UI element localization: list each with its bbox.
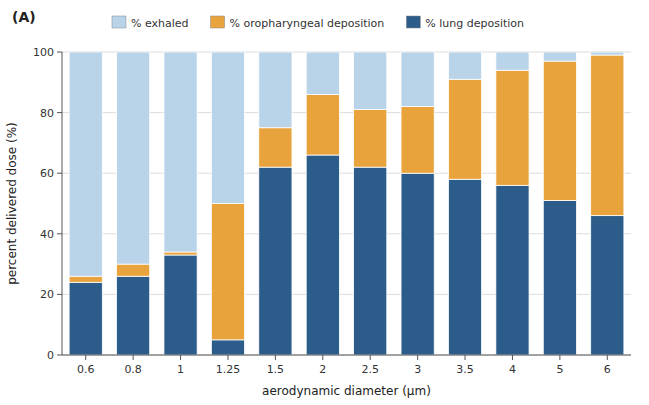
y-axis-label: percent delivered dose (%) (5, 122, 19, 285)
y-tick-label: 100 (33, 46, 54, 59)
x-axis-line (62, 355, 631, 356)
legend-label: % oropharyngeal deposition (230, 17, 385, 30)
x-tick-label: 4 (509, 363, 516, 376)
y-tick-label: 20 (40, 288, 54, 301)
bars (69, 52, 624, 355)
x-tick (607, 355, 608, 360)
bar-segment (448, 179, 481, 355)
bar-segment (306, 94, 339, 155)
bar-segment (69, 276, 102, 282)
bar-segment (117, 52, 150, 264)
x-axis-label: aerodynamic diameter (μm) (262, 384, 431, 398)
bar-segment (496, 185, 529, 355)
bar-segment (164, 52, 197, 252)
bar-segment (591, 52, 624, 55)
x-tick (85, 355, 86, 360)
y-tick-label: 60 (40, 167, 54, 180)
bar-segment (306, 155, 339, 355)
y-tick (57, 112, 62, 113)
grid-line (62, 355, 631, 356)
bar-segment (401, 52, 434, 107)
bar-segment (354, 52, 387, 110)
bar-segment (591, 55, 624, 216)
legend-label: % lung deposition (425, 17, 524, 30)
y-axis: 0 20 40 60 80 100 (33, 46, 631, 362)
bar-segment (401, 173, 434, 355)
bar-segment (259, 167, 292, 355)
x-tick (322, 355, 323, 360)
y-tick-label: 40 (40, 228, 54, 241)
bar-segment (591, 216, 624, 355)
x-tick (133, 355, 134, 360)
y-tick (57, 294, 62, 295)
bar-segment (69, 282, 102, 355)
y-tick (57, 173, 62, 174)
x-tick-label: 5 (556, 363, 563, 376)
x-tick-label: 6 (604, 363, 611, 376)
x-tick-label: 1.25 (216, 363, 241, 376)
bar-segment (496, 52, 529, 70)
bar-segment (117, 276, 150, 355)
x-tick-label: 2 (319, 363, 326, 376)
bar-segment (69, 52, 102, 276)
x-tick-label: 1.5 (267, 363, 285, 376)
x-tick-label: 3.5 (456, 363, 474, 376)
x-tick (370, 355, 371, 360)
bar-segment (211, 204, 244, 340)
x-tick-label: 1 (177, 363, 184, 376)
x-tick-label: 2.5 (361, 363, 379, 376)
y-tick (57, 233, 62, 234)
bar-segment (164, 252, 197, 255)
x-axis: 0.6 0.8 1 1.25 1.5 2 2.5 3 3.5 4 5 6 (77, 355, 611, 376)
x-tick (275, 355, 276, 360)
y-tick (57, 355, 62, 356)
legend-swatch (211, 16, 225, 28)
x-tick-label: 0.8 (124, 363, 142, 376)
legend-label: % exhaled (131, 17, 189, 30)
x-tick (180, 355, 181, 360)
y-tick-label: 80 (40, 107, 54, 120)
bar-segment (259, 128, 292, 167)
bar-segment (306, 52, 339, 94)
title: (A) (12, 9, 36, 25)
x-tick (512, 355, 513, 360)
chart-container: 0 20 40 60 80 100 0.6 0.8 1 1.25 1.5 2 2.5 3 3.5 4 5 6 aer… (0, 0, 649, 405)
x-tick (227, 355, 228, 360)
x-tick (559, 355, 560, 360)
bar-segment (448, 52, 481, 79)
bar-segment (543, 61, 576, 200)
bar-segment (259, 52, 292, 128)
bar-segment (354, 167, 387, 355)
bar-segment (354, 110, 387, 168)
bar-segment (448, 79, 481, 179)
bar-segment (543, 52, 576, 61)
bar-segment (401, 107, 434, 174)
x-tick (465, 355, 466, 360)
bar-segment (211, 52, 244, 204)
bar-segment (211, 340, 244, 355)
legend-swatch (112, 16, 126, 28)
x-tick-label: 0.6 (77, 363, 95, 376)
y-axis-line (62, 52, 63, 355)
x-tick (417, 355, 418, 360)
bar-segment (117, 264, 150, 276)
legend-swatch (406, 16, 420, 28)
chart: 0 20 40 60 80 100 0.6 0.8 1 1.25 1.5 2 2.5 3 3.5 4 5 6 aer… (0, 0, 649, 405)
y-tick (57, 52, 62, 53)
bar-segment (164, 255, 197, 355)
x-tick-label: 3 (414, 363, 421, 376)
y-tick-label: 0 (47, 349, 54, 362)
bar-segment (496, 70, 529, 185)
bar-segment (543, 200, 576, 355)
legend: % exhaled % oropharyngeal deposition % lun… (112, 16, 524, 30)
